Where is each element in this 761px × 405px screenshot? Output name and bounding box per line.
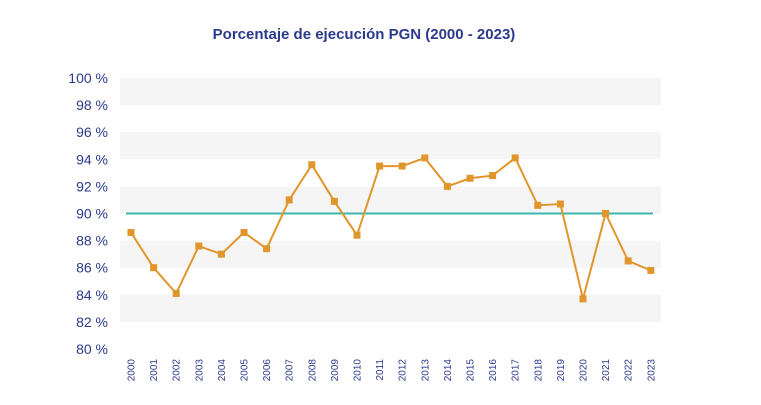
y-tick-label: 96 %: [76, 124, 108, 140]
y-axis-ticks: 80 % 82 % 84 % 86 % 88 % 90 % 92 % 94 % 96 % 98 %…: [68, 70, 108, 357]
data-point: [172, 289, 180, 297]
x-tick-label: 2008: [307, 359, 318, 382]
y-tick-label: 92 %: [76, 178, 108, 194]
data-point: [556, 200, 564, 208]
data-point: [217, 250, 225, 258]
x-tick-label: 2015: [466, 359, 477, 382]
x-tick-label: 2010: [353, 359, 364, 382]
data-point: [602, 210, 610, 217]
y-tick-label: 94 %: [76, 151, 108, 167]
x-tick-label: 2014: [443, 359, 454, 382]
data-point: [647, 266, 655, 274]
data-point: [195, 242, 203, 250]
x-tick-label: 2009: [330, 359, 341, 382]
x-tick-label: 2020: [579, 359, 590, 382]
x-tick-label: 2003: [194, 359, 205, 382]
y-tick-label: 82 %: [76, 314, 108, 330]
x-tick-label: 2018: [533, 359, 544, 382]
y-tick-label: 84 %: [76, 287, 108, 303]
x-tick-label: 2007: [285, 359, 296, 382]
data-point: [263, 245, 271, 253]
grid-band: [120, 186, 661, 214]
data-point: [240, 228, 248, 236]
x-tick-label: 2021: [601, 359, 612, 382]
data-point: [127, 228, 135, 236]
data-point: [398, 162, 406, 170]
x-tick-label: 2016: [488, 359, 499, 382]
x-tick-label: 2019: [556, 359, 567, 382]
y-tick-label: 86 %: [76, 260, 108, 276]
x-tick-label: 2022: [624, 359, 635, 382]
data-point: [511, 154, 519, 162]
x-tick-label: 2002: [172, 359, 183, 382]
data-point: [308, 161, 316, 169]
chart-title: Porcentaje de ejecución PGN (2000 - 2023…: [213, 26, 516, 43]
y-tick-label: 80 %: [76, 341, 108, 357]
y-tick-label: 90 %: [76, 206, 108, 222]
x-tick-label: 2011: [375, 359, 386, 381]
data-point: [330, 197, 338, 205]
data-point: [579, 295, 587, 303]
x-tick-label: 2017: [511, 359, 522, 382]
x-tick-label: 2001: [149, 359, 160, 382]
data-point: [376, 162, 384, 170]
data-point: [421, 154, 429, 162]
grid-band: [120, 132, 661, 160]
x-tick-label: 2000: [127, 359, 138, 382]
grid-band: [120, 78, 661, 106]
data-point: [285, 196, 293, 204]
x-tick-label: 2004: [217, 359, 228, 382]
y-tick-label: 100 %: [68, 70, 108, 86]
x-tick-label: 2023: [646, 359, 657, 382]
y-tick-label: 98 %: [76, 97, 108, 113]
data-point: [353, 231, 361, 239]
data-point: [534, 201, 542, 209]
data-point: [443, 182, 451, 190]
x-tick-label: 2012: [398, 359, 409, 382]
x-axis-ticks: 2000 2001 2002 2003 2004 2005 2006 2007 2008 2009…: [127, 359, 658, 382]
series-markers: [127, 154, 655, 303]
data-point: [150, 264, 158, 272]
data-point: [489, 172, 497, 180]
y-tick-label: 88 %: [76, 233, 108, 249]
data-point: [624, 257, 632, 265]
x-tick-label: 2006: [262, 359, 273, 382]
x-tick-label: 2013: [420, 359, 431, 382]
series-line: [130, 156, 652, 300]
grid-band: [120, 294, 661, 322]
x-tick-label: 2005: [240, 359, 251, 382]
data-point: [466, 174, 474, 182]
